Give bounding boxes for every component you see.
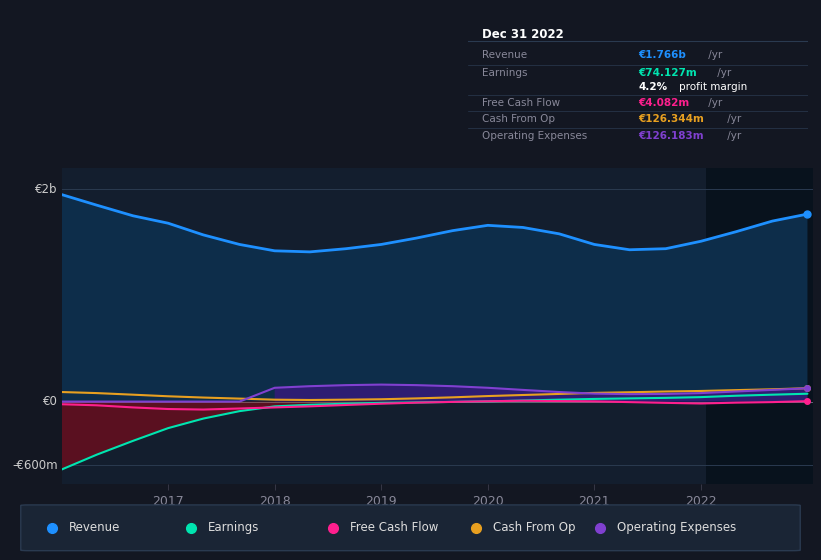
Text: €126.344m: €126.344m xyxy=(638,114,704,124)
Bar xyxy=(706,168,813,484)
Text: /yr: /yr xyxy=(704,50,722,60)
Text: Cash From Op: Cash From Op xyxy=(482,114,555,124)
Text: Dec 31 2022: Dec 31 2022 xyxy=(482,27,563,40)
Text: €2b: €2b xyxy=(35,183,57,196)
Text: -€600m: -€600m xyxy=(12,459,57,472)
Text: Free Cash Flow: Free Cash Flow xyxy=(482,98,560,108)
Text: /yr: /yr xyxy=(714,68,732,78)
Text: Cash From Op: Cash From Op xyxy=(493,521,576,534)
Text: 4.2%: 4.2% xyxy=(638,82,667,91)
Text: Revenue: Revenue xyxy=(482,50,527,60)
Text: €4.082m: €4.082m xyxy=(638,98,690,108)
FancyBboxPatch shape xyxy=(21,505,800,550)
Text: €1.766b: €1.766b xyxy=(638,50,686,60)
Text: profit margin: profit margin xyxy=(679,82,747,91)
Text: Revenue: Revenue xyxy=(69,521,120,534)
Text: /yr: /yr xyxy=(723,114,741,124)
Text: Operating Expenses: Operating Expenses xyxy=(482,131,587,141)
Text: €126.183m: €126.183m xyxy=(638,131,704,141)
Text: €74.127m: €74.127m xyxy=(638,68,697,78)
Text: Earnings: Earnings xyxy=(208,521,259,534)
Text: /yr: /yr xyxy=(704,98,722,108)
Text: Free Cash Flow: Free Cash Flow xyxy=(351,521,438,534)
Text: Earnings: Earnings xyxy=(482,68,527,78)
Text: €0: €0 xyxy=(43,395,57,408)
Text: Operating Expenses: Operating Expenses xyxy=(617,521,736,534)
Text: /yr: /yr xyxy=(723,131,741,141)
